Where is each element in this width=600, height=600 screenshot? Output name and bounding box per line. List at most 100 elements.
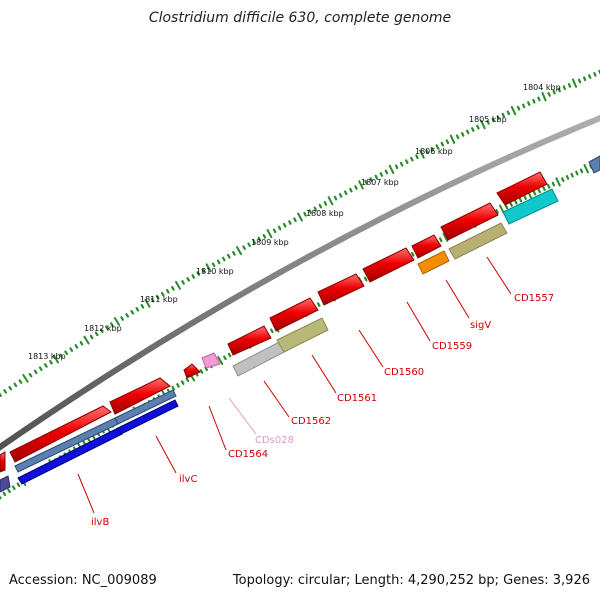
scale-label: 1812 kbp [84, 324, 122, 333]
minor-tick [344, 190, 348, 196]
minor-tick [160, 291, 165, 297]
gene-label-CD1557: CD1557 [514, 293, 554, 304]
gene-arrow-CD1559 [362, 247, 415, 283]
minor-tick [435, 144, 439, 149]
major-tick [52, 354, 60, 364]
gene-arrow-edge [0, 451, 6, 473]
minor-tick [49, 360, 53, 365]
minor-tick [374, 174, 378, 180]
backbone [0, 114, 600, 451]
major-tick [236, 246, 242, 255]
minor-tick [28, 372, 33, 378]
minor-tick [171, 286, 175, 291]
gene-arrow-CD1557 [440, 202, 499, 241]
minor-tick [466, 129, 470, 135]
scale-label: 1804 kbp [523, 83, 561, 92]
minor-tick [223, 355, 227, 361]
feature-bar-cyan [502, 188, 559, 225]
minor-tick [518, 197, 523, 203]
minor-tick [150, 297, 155, 303]
minor-tick [445, 139, 450, 145]
major-tick [419, 149, 425, 159]
feature-bar-purple [0, 475, 11, 493]
minor-tick [537, 96, 541, 102]
gene-label-CD1560: CD1560 [384, 367, 424, 378]
minor-tick [577, 78, 582, 84]
major-tick [388, 164, 395, 174]
gene-label-CD1561: CD1561 [337, 393, 377, 404]
minor-tick [552, 89, 556, 95]
minor-tick [89, 334, 94, 340]
minor-tick [180, 380, 185, 385]
major-tick [113, 317, 121, 326]
major-tick [175, 280, 181, 290]
major-tick [541, 92, 547, 102]
gene-label-ilvC: ilvC [179, 474, 197, 485]
minor-tick [338, 193, 343, 198]
minor-tick [8, 385, 13, 391]
minor-tick [516, 105, 521, 111]
minor-tick [216, 259, 221, 265]
minor-tick [588, 74, 592, 79]
minor-tick [455, 134, 460, 140]
minor-tick [439, 237, 443, 243]
minor-tick [565, 175, 570, 180]
minor-tick [155, 294, 160, 300]
scale-label: 1805 kbp [469, 115, 507, 124]
gene-track [0, 171, 548, 473]
minor-tick [394, 164, 399, 170]
minor-tick [176, 383, 180, 388]
minor-tick [283, 222, 287, 228]
gene-arrow-ilvB [9, 405, 112, 463]
minor-tick [232, 251, 236, 256]
minor-tick [399, 161, 404, 167]
feature-bar-blue [17, 427, 123, 485]
gene-arrow-CD1560 [317, 273, 365, 306]
minor-tick [551, 181, 556, 187]
minor-tick [94, 331, 99, 337]
minor-tick [171, 385, 176, 391]
minor-tick [86, 437, 91, 443]
feature-bar-olive [276, 317, 329, 353]
minor-tick [527, 101, 531, 106]
minor-tick [384, 169, 389, 175]
gene-arrow-CDs028 [201, 352, 221, 369]
minor-tick [222, 256, 226, 262]
minor-tick [13, 382, 18, 388]
minor-tick [579, 168, 584, 174]
major-tick [327, 196, 334, 206]
minor-tick [242, 245, 246, 250]
major-tick [583, 164, 589, 174]
minor-tick [496, 115, 500, 121]
minor-tick [43, 363, 48, 368]
minor-tick [509, 202, 513, 207]
minor-tick [582, 76, 587, 82]
major-tick [358, 180, 364, 190]
minor-tick [308, 209, 312, 214]
feature-bar-orange [417, 250, 450, 275]
map-title: Clostridium difficile 630, complete geno… [148, 10, 452, 26]
major-tick [449, 134, 456, 144]
minor-tick [211, 262, 216, 268]
minor-tick [0, 495, 2, 500]
minor-tick [99, 328, 104, 334]
minor-tick [33, 369, 38, 375]
minor-tick [514, 199, 518, 205]
minor-tick [415, 154, 419, 159]
minor-tick [313, 206, 317, 212]
genome-summary-text: Topology: circular; Length: 4,290,252 bp… [232, 573, 590, 588]
minor-tick [318, 203, 323, 209]
minor-tick [317, 302, 321, 307]
minor-tick [506, 110, 511, 116]
minor-tick [461, 132, 465, 137]
minor-tick [140, 304, 145, 309]
scale-labels: 1804 kbp 1805 kbp 1806 kbp 1807 kbp 1808… [28, 83, 561, 361]
minor-tick [379, 172, 384, 177]
minor-tick [227, 253, 231, 259]
minor-tick [227, 352, 232, 358]
minor-tick [532, 190, 537, 196]
minor-tick [252, 239, 256, 245]
minor-tick [557, 87, 561, 93]
minor-tick [18, 379, 23, 384]
